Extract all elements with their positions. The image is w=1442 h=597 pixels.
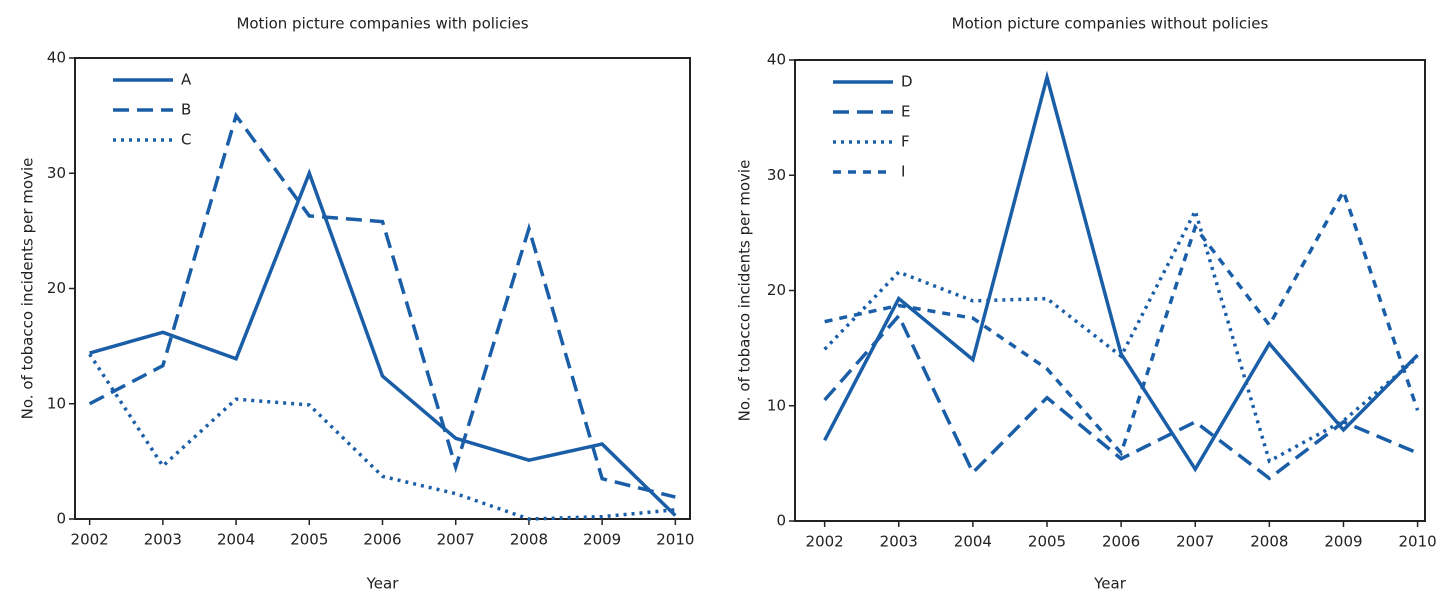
x-axis-label: Year [1093,575,1127,593]
data-line [88,353,676,521]
x-tick-label: 2009 [1324,533,1362,551]
plot-frame [74,57,691,520]
x-tick-label: 2004 [954,533,992,551]
x-tick-label: 2005 [290,531,328,549]
x-tick-label: 2005 [1028,533,1066,551]
legend-label: A [181,71,192,89]
y-axis-label: No. of tobacco incidents per movie [736,160,754,422]
legend-label: D [901,73,913,91]
x-tick-label: 2003 [144,531,182,549]
y-tick-label: 30 [767,166,786,184]
chart-title: Motion picture companies without policie… [952,15,1269,33]
data-line [823,206,1419,464]
x-tick-label: 2003 [880,533,918,551]
legend-label: E [901,103,910,121]
x-tick-label: 2002 [71,531,109,549]
y-tick-label: 0 [776,512,786,530]
x-tick-label: 2002 [806,533,844,551]
y-tick-label: 10 [767,396,786,414]
legend-label: B [181,101,191,119]
data-line [823,70,1419,473]
x-tick-label: 2010 [656,531,694,549]
x-tick-label: 2008 [510,531,548,549]
chart-title: Motion picture companies with policies [236,15,528,33]
y-tick-label: 20 [767,281,786,299]
x-tick-label: 2010 [1398,533,1436,551]
data-line [88,111,676,499]
x-tick-label: 2006 [363,531,401,549]
x-tick-label: 2008 [1250,533,1288,551]
x-tick-label: 2004 [217,531,255,549]
y-tick-label: 40 [47,49,66,67]
x-tick-label: 2007 [437,531,475,549]
x-axis-label: Year [366,575,400,593]
y-tick-label: 10 [47,394,66,412]
y-tick-label: 40 [767,51,786,69]
legend-label: C [181,131,191,149]
data-line [824,187,1420,457]
y-axis-label: No. of tobacco incidents per movie [19,158,37,420]
legend-label: F [901,133,910,151]
x-tick-label: 2009 [583,531,621,549]
data-line [89,168,677,517]
y-tick-label: 30 [47,164,66,182]
plot-frame [794,59,1426,522]
x-tick-label: 2006 [1102,533,1140,551]
y-tick-label: 0 [56,510,66,528]
y-tick-label: 20 [47,279,66,297]
data-line [823,312,1419,481]
x-tick-label: 2007 [1176,533,1214,551]
legend-label: I [901,163,905,181]
